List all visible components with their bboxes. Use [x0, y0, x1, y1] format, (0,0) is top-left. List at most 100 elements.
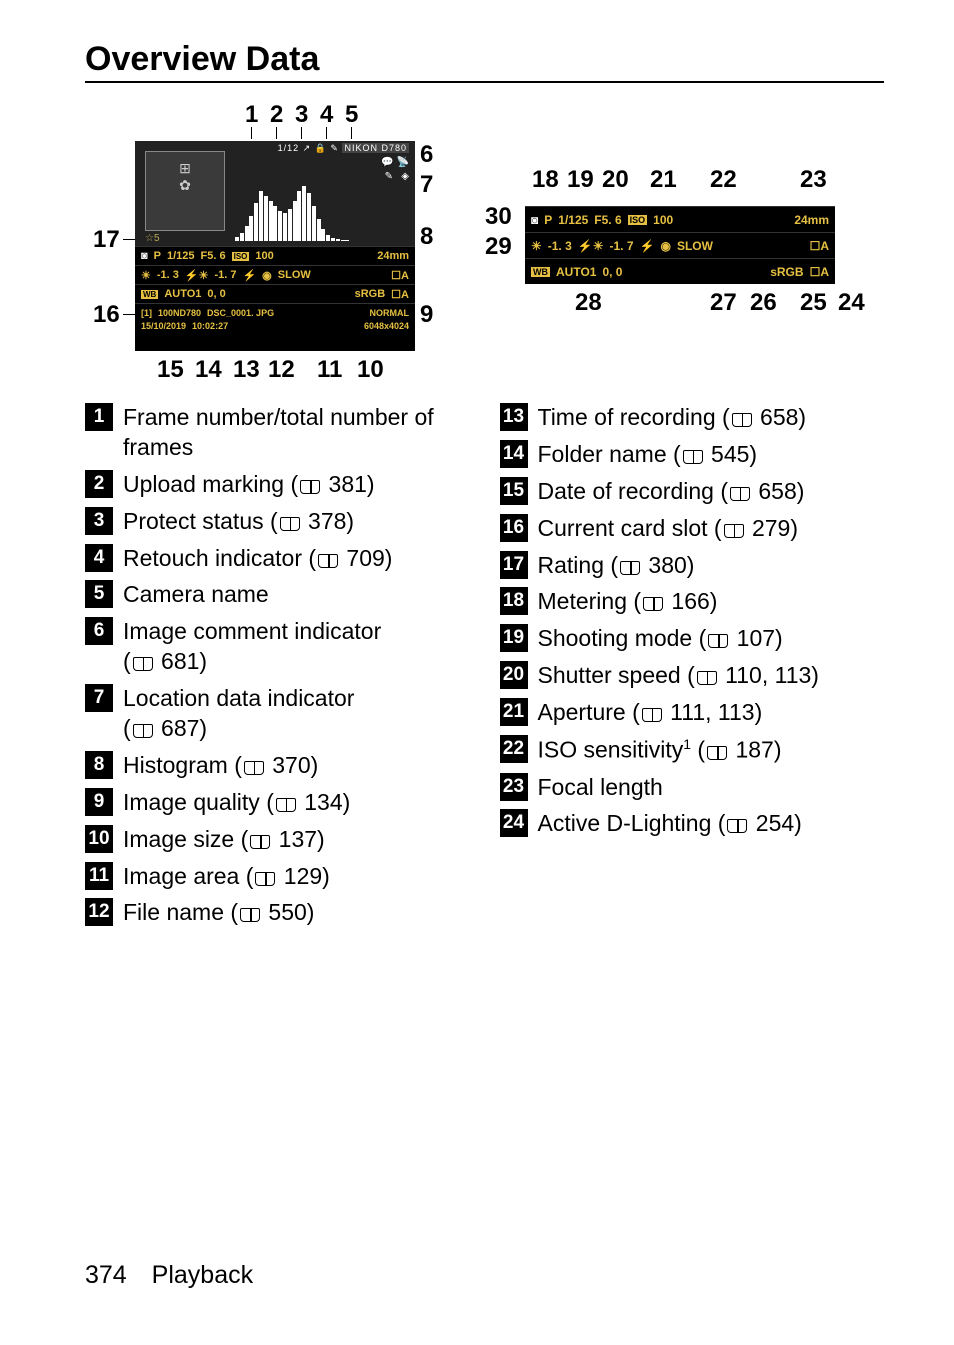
screen-row2: ☀ -1. 3 ⚡☀ -1. 7 ⚡ ◉ SLOW ☐A	[135, 265, 415, 284]
histo-bar	[249, 216, 253, 241]
metering-icon: ◙	[531, 213, 538, 227]
legend-num: 19	[500, 624, 528, 652]
callout-13: 13	[233, 356, 260, 384]
legend-item-7: 7Location data indicator( 687)	[85, 684, 470, 744]
screen-row5: 15/10/2019 10:02:27 6048x4024	[135, 316, 415, 335]
iso: 100	[255, 250, 273, 262]
legend-num: 18	[500, 587, 528, 615]
flash-ev-icon: ⚡☀	[578, 239, 604, 253]
legend-num: 10	[85, 825, 113, 853]
comment-icon: 💬	[381, 157, 393, 168]
iso-label: ISO	[628, 215, 648, 225]
callout-10: 10	[357, 356, 384, 384]
legend-text: Aperture ( 111, 113)	[538, 698, 763, 728]
mode: P	[154, 250, 161, 262]
flash-ev: -1. 7	[609, 239, 633, 253]
legend-text: Current card slot ( 279)	[538, 514, 799, 544]
histo-bar	[278, 211, 282, 241]
ev-icon: ☀	[141, 269, 151, 282]
callout-21: 21	[650, 166, 677, 194]
legend: 1Frame number/total number of frames2Upl…	[85, 403, 884, 935]
focal: 24mm	[794, 213, 829, 227]
histo-bar	[269, 201, 273, 241]
legend-text: Date of recording ( 658)	[538, 477, 805, 507]
legend-num: 21	[500, 698, 528, 726]
legend-num: 9	[85, 788, 113, 816]
callout-16: 16	[93, 301, 120, 329]
wb-val: AUTO1	[164, 288, 201, 300]
callout-6: 6	[420, 141, 433, 169]
callout-3: 3	[295, 101, 308, 129]
legend-item-21: 21 Aperture ( 111, 113)	[500, 698, 885, 728]
legend-text: File name ( 550)	[123, 898, 314, 928]
legend-item-13: 13Time of recording ( 658)	[500, 403, 885, 433]
wb-val: AUTO1	[556, 265, 596, 279]
camera-name: NIKON D780	[342, 143, 409, 153]
colorspace: sRGB	[770, 265, 803, 279]
date: 15/10/2019	[141, 321, 186, 331]
histo-bar	[235, 237, 239, 241]
histo-bar	[302, 186, 306, 241]
legend-item-18: 18 Metering ( 166)	[500, 587, 885, 617]
mode: P	[544, 213, 552, 227]
callout-29: 29	[485, 233, 512, 261]
histo-bar	[273, 206, 277, 241]
legend-num: 11	[85, 862, 113, 890]
legend-item-8: 8Histogram ( 370)	[85, 751, 470, 781]
colorspace: sRGB	[355, 288, 386, 300]
legend-text: Retouch indicator ( 709)	[123, 544, 392, 574]
legend-num: 17	[500, 551, 528, 579]
legend-text: Image size ( 137)	[123, 825, 325, 855]
quality: NORMAL	[370, 308, 410, 318]
histo-bar	[331, 238, 335, 241]
page-number: 374	[85, 1261, 127, 1289]
wb-label: WB	[141, 290, 158, 299]
legend-item-20: 20Shutter speed ( 110, 113)	[500, 661, 885, 691]
callout-15: 15	[157, 356, 184, 384]
section-name: Playback	[152, 1261, 253, 1289]
legend-num: 12	[85, 898, 113, 926]
zoom-row3: WB AUTO1 0, 0 sRGB ☐A	[525, 258, 835, 284]
legend-text: Protect status ( 378)	[123, 507, 354, 537]
histo-bar	[341, 240, 345, 241]
legend-text: Image area ( 129)	[123, 862, 330, 892]
screen-row1: ◙ P 1/125 F5. 6 ISO 100 24mm	[135, 246, 415, 265]
callout-24: 24	[838, 289, 865, 317]
top-icons-row3: ✎ ◈	[385, 171, 409, 182]
legend-num: 16	[500, 514, 528, 542]
legend-num: 23	[500, 773, 528, 801]
callout-27: 27	[710, 289, 737, 317]
histo-bar	[317, 219, 321, 241]
callout-19: 19	[567, 166, 594, 194]
legend-item-2: 2Upload marking ( 381)	[85, 470, 470, 500]
adl-icon: ☐A	[810, 239, 829, 253]
callout-20: 20	[602, 166, 629, 194]
legend-num: 8	[85, 751, 113, 779]
iso: 100	[653, 213, 673, 227]
legend-num: 6	[85, 617, 113, 645]
histo-bar	[321, 229, 325, 241]
legend-num: 14	[500, 440, 528, 468]
metering-icon: ◙	[141, 250, 148, 262]
folder: 100ND780	[158, 308, 201, 318]
redeye-icon: ◉	[262, 269, 272, 282]
legend-text: Active D-Lighting ( 254)	[538, 809, 802, 839]
legend-text: Folder name ( 545)	[538, 440, 758, 470]
legend-text: Upload marking ( 381)	[123, 470, 375, 500]
histo-bar	[264, 196, 268, 241]
legend-text: Metering ( 166)	[538, 587, 718, 617]
legend-item-14: 14 Folder name ( 545)	[500, 440, 885, 470]
legend-text: Image comment indicator( 681)	[123, 617, 381, 677]
histo-bar	[312, 206, 316, 241]
legend-num: 1	[85, 403, 113, 431]
legend-text: ISO sensitivity1 ( 187)	[538, 735, 782, 766]
top-icons-row1: 1/12 ↗ 🔒 ✎ NIKON D780	[278, 143, 409, 154]
legend-item-15: 15Date of recording ( 658)	[500, 477, 885, 507]
histo-bar	[283, 213, 287, 241]
picturecontrol: ☐A	[810, 265, 829, 279]
legend-item-6: 6 Image comment indicator( 681)	[85, 617, 470, 677]
histo-bar	[345, 240, 349, 241]
callout-30: 30	[485, 203, 512, 231]
wb-label: WB	[531, 267, 550, 277]
gps-icon: 📡	[397, 157, 409, 168]
